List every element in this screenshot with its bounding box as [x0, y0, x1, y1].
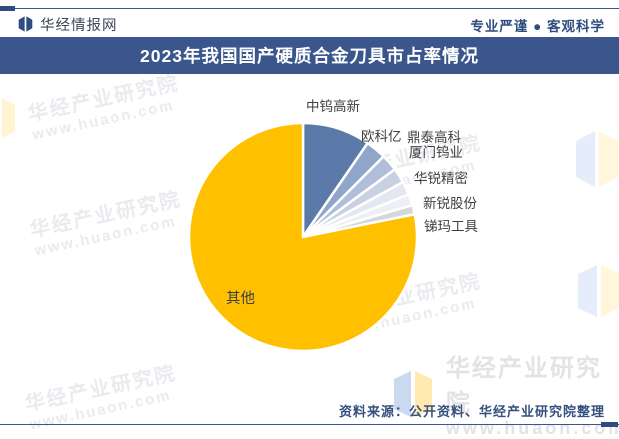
- slice-label-3: 厦门钨业: [409, 145, 463, 160]
- slice-label-4: 华锐精密: [414, 171, 468, 186]
- slice-label-1: 欧科亿: [361, 129, 402, 144]
- header: 华经情报网 专业严谨 ● 客观科学: [0, 12, 619, 36]
- header-slogan: 专业严谨 ● 客观科学: [470, 19, 605, 34]
- slice-label-7: 其他: [226, 291, 255, 307]
- brand-name: 华经情报网: [40, 17, 118, 34]
- slice-label-6: 锑玛工具: [424, 219, 478, 234]
- brand-logo-icon: [18, 16, 33, 32]
- footer-divider-accent: [601, 422, 618, 427]
- slice-label-0: 中钨高新: [306, 99, 360, 114]
- page-title: 2023年我国国产硬质合金刀具市占率情况: [140, 46, 479, 66]
- top-divider: [0, 8, 619, 9]
- data-source-note: 资料来源：公开资料、华经产业研究院整理: [338, 404, 605, 419]
- title-bar: 2023年我国国产硬质合金刀具市占率情况: [0, 37, 619, 74]
- pie-slice-7: [187, 121, 419, 353]
- slice-label-5: 新锐股份: [423, 196, 477, 211]
- slice-label-2: 鼎泰高科: [407, 130, 461, 145]
- top-divider-accent: [0, 6, 15, 11]
- brand: 华经情报网: [17, 14, 118, 35]
- footer-divider: [0, 424, 619, 425]
